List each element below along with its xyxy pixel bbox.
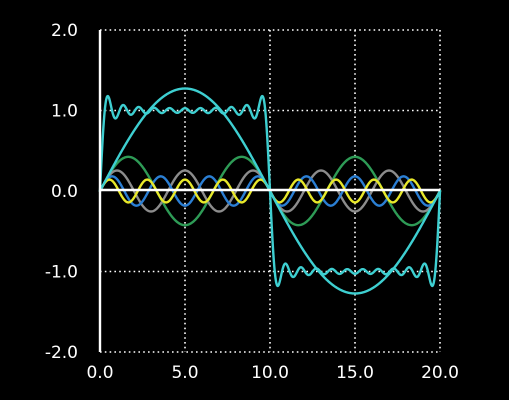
y-tick-label: -1.0 [45,263,78,283]
x-tick-label: 5.0 [171,363,198,383]
y-tick-label: 0.0 [51,182,78,202]
y-tick-label: 1.0 [51,102,78,122]
x-tick-label: 10.0 [251,363,289,383]
y-tick-label: -2.0 [45,343,78,363]
x-tick-label: 0.0 [86,363,113,383]
y-tick-label: 2.0 [51,21,78,41]
x-tick-label: 20.0 [421,363,459,383]
axes [98,30,440,352]
x-tick-labels: 0.0 5.0 10.0 15.0 20.0 [86,363,458,383]
x-tick-label: 15.0 [336,363,374,383]
y-tick-labels: 2.0 1.0 0.0 -1.0 -2.0 [45,21,78,363]
